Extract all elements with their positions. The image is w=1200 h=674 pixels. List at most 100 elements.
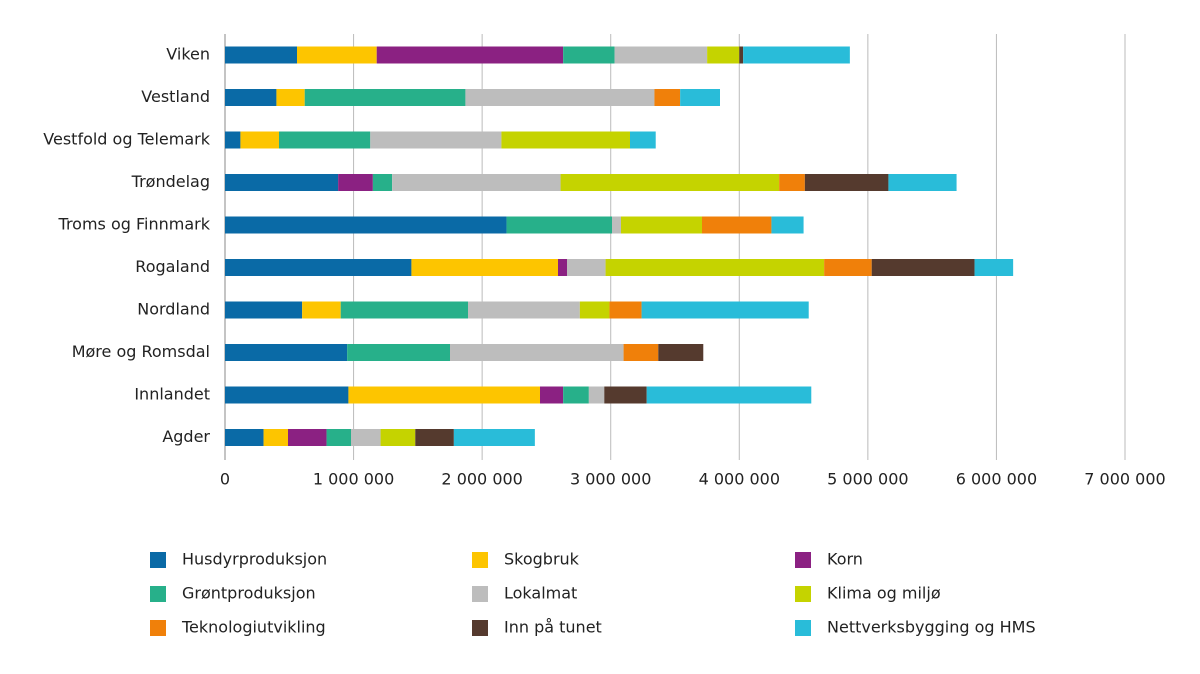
bar-segment [707,46,740,64]
bar-segment [743,46,850,64]
bar-segment [380,429,416,446]
y-tick-label: Troms og Finnmark [58,215,211,234]
bar-segment [558,259,567,276]
bar-segment [392,174,561,191]
bar-segment [871,259,975,276]
bar-segment [225,174,339,191]
bar-segment [588,386,605,404]
bar-segment [225,46,297,64]
legend-label: Klima og miljø [827,584,941,603]
legend-label: Lokalmat [504,584,577,603]
x-tick-label: 5 000 000 [827,470,908,489]
legend-swatch [472,620,488,636]
x-tick-label: 7 000 000 [1084,470,1165,489]
bar-segment [506,216,612,234]
bar-segment [351,429,381,446]
bar-segment [739,46,744,64]
x-tick-label: 6 000 000 [956,470,1037,489]
legend-label: Husdyrproduksjon [182,550,327,569]
bar-segment [225,216,507,234]
bar-segment [453,429,535,446]
bar-segment [702,216,772,234]
bar-segment [263,429,288,446]
bar-segment [411,259,558,276]
legend-swatch [472,586,488,602]
legend-swatch [472,552,488,568]
bar-segment [888,174,957,191]
bar-segment [804,174,889,191]
bar-segment [658,344,704,361]
bar-segment [415,429,454,446]
bar-segment [605,259,825,276]
bar-segment [302,301,341,319]
y-tick-label: Møre og Romsdal [72,342,210,361]
bar-segment [225,301,303,319]
bar-segment [340,301,468,319]
bar-segment [276,89,305,106]
bar-segment [646,386,812,404]
bar-segment [974,259,1014,276]
bar-segment [347,344,450,361]
bar-segment [225,429,264,446]
bar-segment [654,89,681,106]
bar-segment [450,344,624,361]
x-tick-label: 0 [220,470,230,489]
legend-label: Nettverksbygging og HMS [827,618,1036,637]
bar-segment [680,89,720,106]
bar-segment [304,89,466,106]
bar-segment [540,386,564,404]
bar-segment [240,131,279,149]
bar-segment [560,174,780,191]
bar-segment [501,131,630,149]
bar-segment [288,429,327,446]
bar-segment [604,386,647,404]
bar-segment [225,344,348,361]
legend-swatch [150,586,166,602]
legend-swatch [795,620,811,636]
bar-segment [612,216,621,234]
y-tick-label: Vestfold og Telemark [43,130,210,149]
x-tick-label: 1 000 000 [313,470,394,489]
bar-segment [609,301,642,319]
bar-segment [567,259,606,276]
y-tick-label: Vestland [141,87,210,106]
bar-segment [579,301,610,319]
bar-segment [468,301,580,319]
x-tick-label: 3 000 000 [570,470,651,489]
y-tick-label: Viken [166,45,210,64]
x-tick-label: 2 000 000 [441,470,522,489]
bar-segment [621,216,702,234]
bar-segment [614,46,708,64]
legend-swatch [150,552,166,568]
bar-segment [225,89,277,106]
bar-segment [225,259,412,276]
legend-label: Skogbruk [504,550,580,569]
bar-segment [465,89,655,106]
bar-segment [641,301,809,319]
bar-segment [376,46,564,64]
legend-swatch [795,552,811,568]
bar-segment [225,386,349,404]
bar-segment [326,429,351,446]
bar-segment [779,174,805,191]
bar-segment [297,46,377,64]
y-tick-label: Nordland [137,300,210,319]
bar-segment [225,131,241,149]
legend-label: Korn [827,550,863,569]
y-tick-label: Trøndelag [131,172,210,191]
legend-label: Grøntproduksjon [182,584,316,603]
y-tick-label: Rogaland [135,257,210,276]
y-tick-label: Innlandet [134,385,210,404]
bar-segment [372,174,393,191]
legend-label: Teknologiutvikling [181,618,326,637]
legend-label: Inn på tunet [504,618,602,637]
x-tick-label: 4 000 000 [699,470,780,489]
bar-segment [563,386,589,404]
legend-swatch [150,620,166,636]
bar-segment [630,131,656,149]
bar-segment [824,259,872,276]
bar-segment [279,131,371,149]
bar-segment [771,216,804,234]
bar-segment [338,174,373,191]
